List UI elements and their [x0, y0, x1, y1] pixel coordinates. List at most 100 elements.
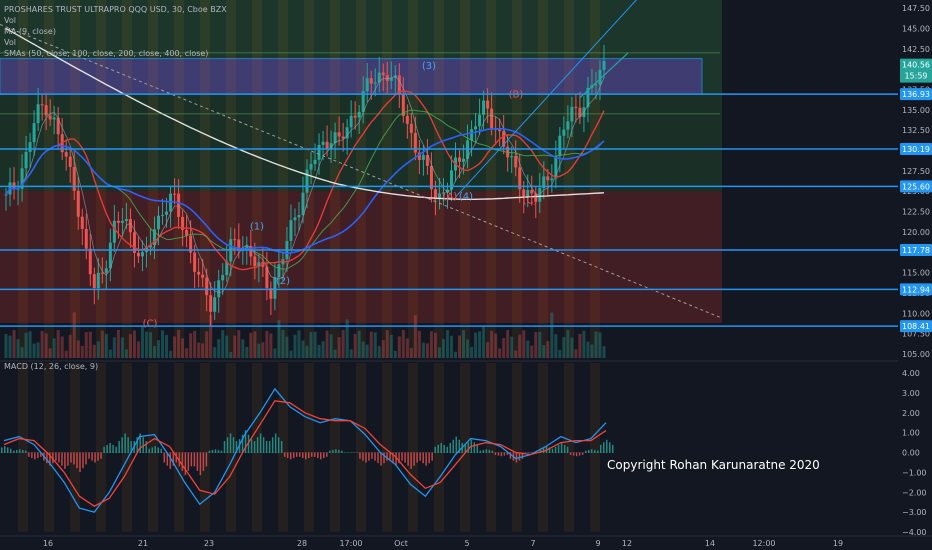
candle-body: [104, 268, 108, 273]
candle-body: [329, 143, 333, 149]
volume-bar: [64, 350, 68, 358]
session-stripe-macd: [590, 363, 600, 532]
volume-bar: [112, 337, 116, 358]
time-tick-label: 23: [204, 539, 214, 548]
time-axis[interactable]: 16 21 23 28 17:00 Oct 5 7 9 12 14 12:00 19: [0, 535, 932, 548]
candle-body: [265, 266, 269, 289]
candle-body: [64, 152, 68, 157]
macd-histogram-bar: [223, 441, 226, 453]
volume-bar: [20, 347, 24, 358]
trendlines: [0, 0, 721, 318]
volume-bar: [353, 333, 357, 358]
candle-body: [474, 126, 478, 130]
volume-bar: [136, 341, 140, 358]
volume-bar: [92, 344, 96, 358]
candle-body: [24, 151, 28, 169]
candle-body: [157, 215, 161, 230]
volume-bar: [321, 341, 325, 358]
macd-histogram-bar: [271, 437, 274, 453]
macd-histogram-bar: [187, 452, 190, 471]
candle-body: [317, 144, 321, 160]
level-badge-text: 136.93: [902, 90, 930, 99]
candle-body: [458, 157, 462, 162]
macd-histogram-bar: [518, 452, 521, 461]
macd-histogram-bar: [596, 450, 599, 453]
macd-histogram-bar: [160, 448, 162, 453]
volume-bar: [181, 338, 185, 358]
volume-bar: [84, 332, 88, 358]
macd-histogram-bar: [289, 452, 292, 460]
volume-bar: [237, 330, 241, 358]
macd-histogram-bar: [446, 446, 448, 453]
macd-histogram-bar: [175, 452, 178, 463]
volume-bar: [538, 331, 542, 358]
macd-histogram-bar: [515, 452, 518, 463]
volume-bar: [570, 337, 574, 358]
macd-histogram-bar: [600, 444, 602, 453]
macd-tick-label: −2.00: [902, 488, 927, 497]
wave-label: (2): [276, 276, 290, 287]
session-stripe-macd: [408, 363, 418, 532]
macd-histogram-bar: [208, 450, 211, 453]
macd-histogram-bar: [253, 441, 256, 453]
volume-bar: [445, 330, 449, 358]
macd-histogram-bar: [193, 452, 196, 467]
volume-bar: [470, 346, 474, 358]
volume-bar: [429, 331, 433, 358]
volume-bar: [518, 334, 522, 358]
candle-body: [409, 123, 413, 133]
candle-body: [361, 91, 365, 112]
candle-body: [502, 131, 506, 147]
macd-histogram-bar: [52, 452, 54, 464]
session-stripes: [18, 0, 600, 532]
candle-body: [20, 168, 24, 189]
candle-body: [550, 178, 554, 181]
volume-bar: [245, 346, 249, 358]
volume-bar: [590, 344, 594, 358]
level-badge: [900, 320, 932, 333]
volume-bar: [96, 341, 100, 358]
volume-bar: [68, 334, 72, 358]
candle-body: [273, 277, 277, 299]
candle-body: [437, 193, 441, 200]
candle-body: [197, 271, 201, 275]
price-badge-time: 15:59: [904, 72, 927, 81]
volume-bar: [341, 330, 345, 358]
price-tick-label: 115.00: [902, 269, 930, 278]
macd-histogram-bar: [16, 449, 18, 453]
sma-200-line: [5, 127, 605, 255]
macd-histogram-bar: [584, 450, 587, 453]
volume-bar: [309, 332, 313, 358]
volume-bar: [594, 331, 598, 358]
candle-body: [357, 111, 361, 118]
candle-body: [546, 176, 550, 181]
macd-histogram-bar: [311, 452, 313, 457]
macd-axis[interactable]: 4.00 3.00 2.00 1.00 0.00 −1.00 −2.00 −3.00 −4.00: [902, 369, 927, 537]
macd-histogram-bar: [479, 450, 482, 453]
candle-body: [586, 87, 590, 108]
time-tick-label: 16: [43, 539, 53, 548]
macd-histogram-bar: [593, 449, 596, 453]
candle-body: [313, 159, 317, 165]
session-stripe-macd: [304, 363, 314, 532]
price-tick-label: 127.50: [902, 167, 930, 176]
rising-trendline: [454, 0, 637, 199]
macd-histogram-bar: [401, 452, 403, 461]
volume-bar: [28, 331, 32, 358]
level-badge-text: 130.19: [902, 145, 930, 154]
macd-histogram-bar: [7, 447, 9, 453]
candle-body: [405, 115, 409, 124]
macd-histogram-bar: [323, 452, 325, 459]
volume-bar: [574, 349, 578, 358]
session-stripe: [304, 0, 314, 358]
macd-histogram-bar: [344, 452, 346, 453]
legend-vol-2: Vol: [4, 38, 16, 47]
macd-histogram-bar: [70, 452, 72, 463]
volume-bar: [225, 335, 229, 358]
volume-bar: [405, 338, 409, 358]
candle-body: [498, 129, 502, 132]
volume-bar: [550, 312, 554, 358]
macd-histogram-bar: [82, 452, 84, 469]
macd-histogram-bar: [609, 442, 611, 453]
